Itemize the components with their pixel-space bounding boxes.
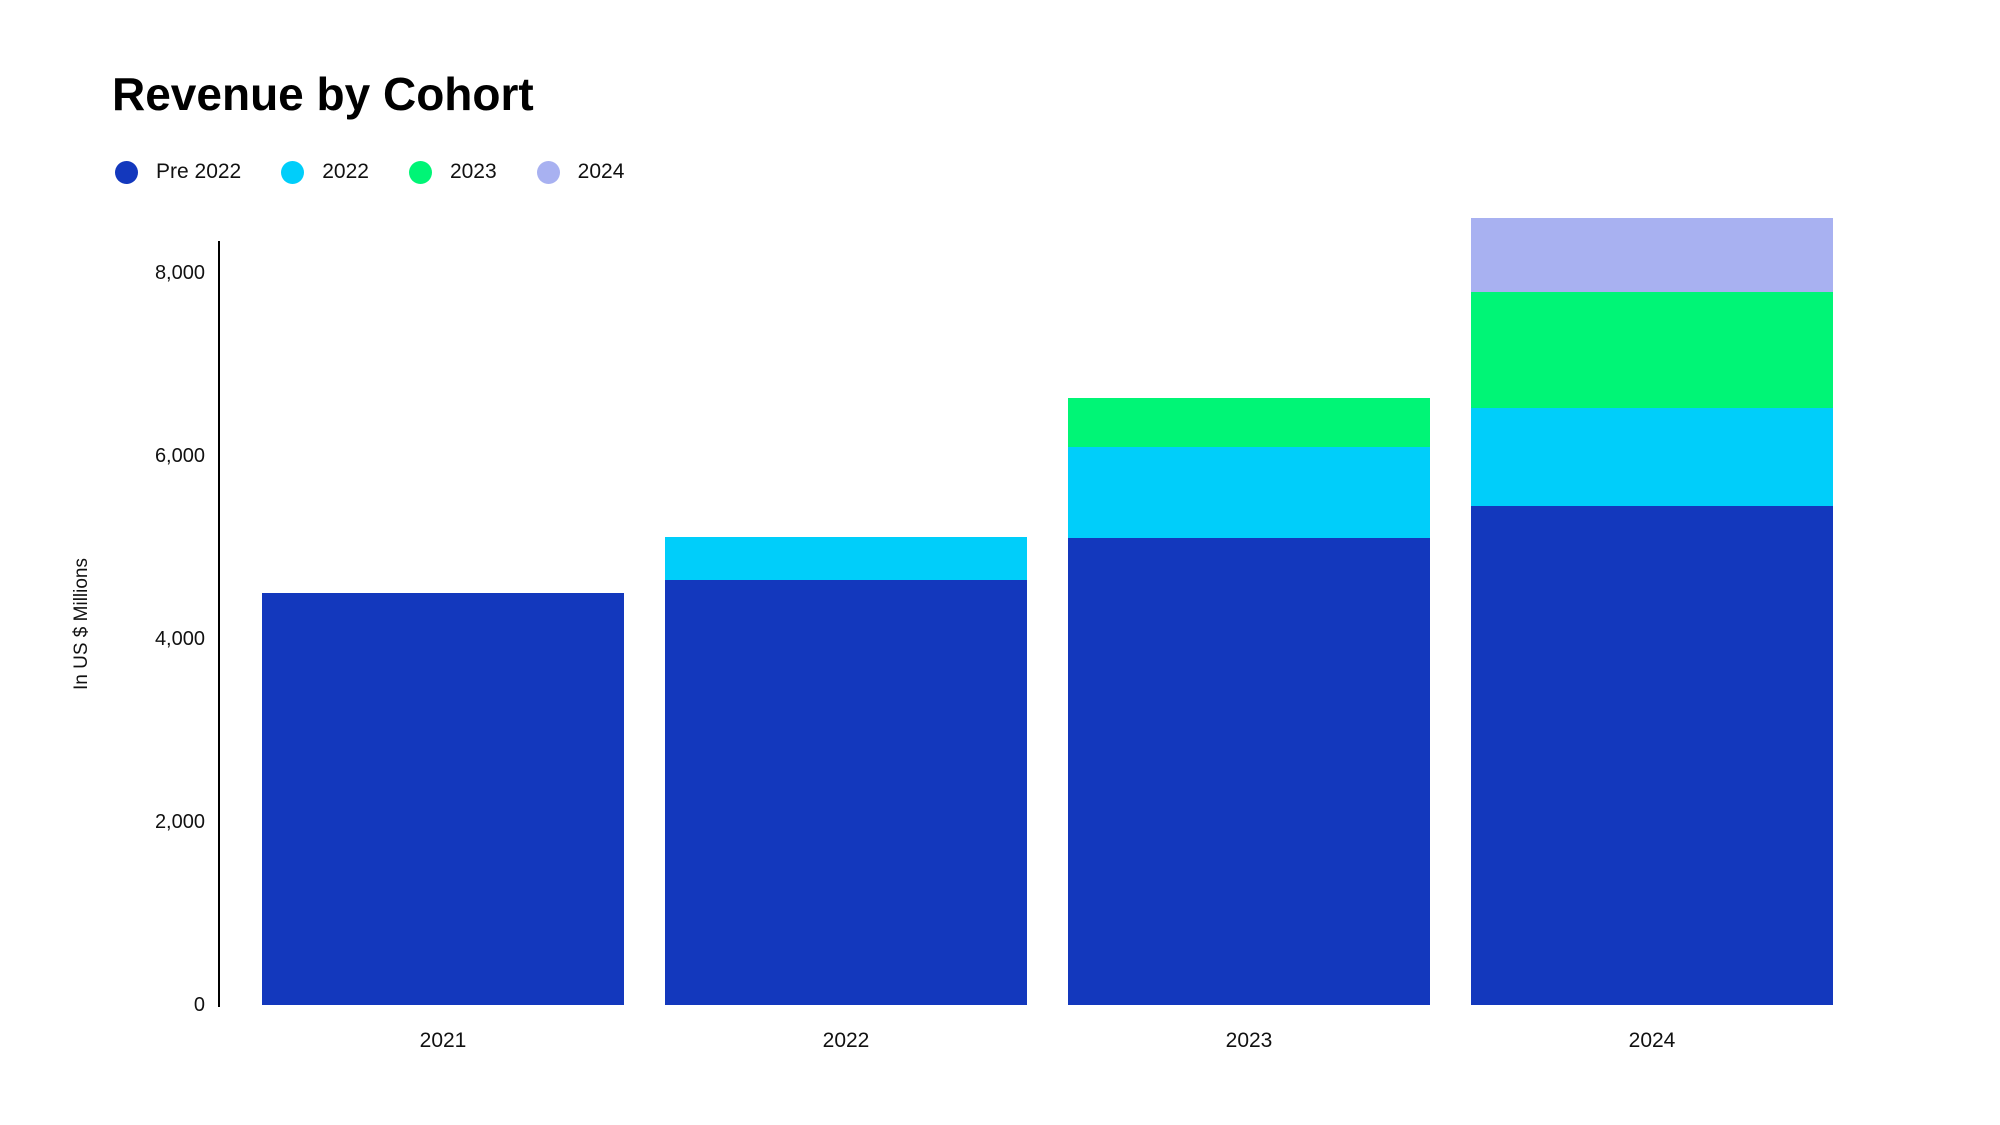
bar-2023: [1068, 398, 1430, 1005]
chart-title: Revenue by Cohort: [112, 68, 534, 120]
bar-2021-segment-pre-2022: [262, 593, 624, 1005]
bar-2024-segment-2022: [1471, 408, 1833, 506]
x-axis-label-2022: 2022: [822, 1029, 870, 1052]
bar-2024-segment-2023: [1471, 292, 1833, 408]
y-tick-label-6000: 6,000: [154, 445, 205, 467]
bar-2021: [262, 593, 624, 1005]
y-axis-title: In US $ Millions: [71, 558, 92, 690]
x-axis-label-2023: 2023: [1225, 1029, 1273, 1052]
bar-2024-segment-pre-2022: [1471, 506, 1833, 1005]
legend-item-2022: 2022: [281, 160, 369, 184]
legend-label-2024: 2024: [577, 160, 625, 183]
bar-2023-segment-2022: [1068, 447, 1430, 538]
bar-2024-segment-2024: [1471, 218, 1833, 292]
x-axis-label-2024: 2024: [1628, 1029, 1676, 1052]
bar-2023-segment-pre-2022: [1068, 538, 1430, 1005]
legend-item-2024: 2024: [536, 160, 625, 184]
y-axis-line: [218, 241, 220, 1007]
x-axis-label-2021: 2021: [419, 1029, 467, 1052]
legend-label-2023: 2023: [449, 160, 497, 183]
legend-swatch-2024: [536, 160, 560, 184]
y-tick-label-0: 0: [193, 994, 205, 1016]
legend-item-pre-2022: Pre 2022: [115, 160, 241, 184]
legend-swatch-pre-2022: [115, 160, 138, 184]
legend-swatch-2022: [281, 160, 305, 184]
legend-label-pre-2022: Pre 2022: [156, 160, 242, 183]
chart-legend: Pre 2022 2022 2023 2024: [115, 160, 624, 184]
legend-item-2023: 2023: [408, 160, 497, 184]
bar-2022: [665, 537, 1027, 1005]
legend-label-2022: 2022: [322, 160, 369, 183]
legend-swatch-2023: [408, 160, 432, 184]
bar-2023-segment-2023: [1068, 398, 1430, 447]
bar-2024: [1471, 218, 1833, 1005]
y-tick-label-2000: 2,000: [154, 811, 205, 833]
bar-2022-segment-2022: [665, 537, 1027, 580]
y-tick-label-8000: 8,000: [154, 262, 205, 284]
y-tick-label-4000: 4,000: [154, 628, 205, 650]
bar-2022-segment-pre-2022: [665, 580, 1027, 1005]
